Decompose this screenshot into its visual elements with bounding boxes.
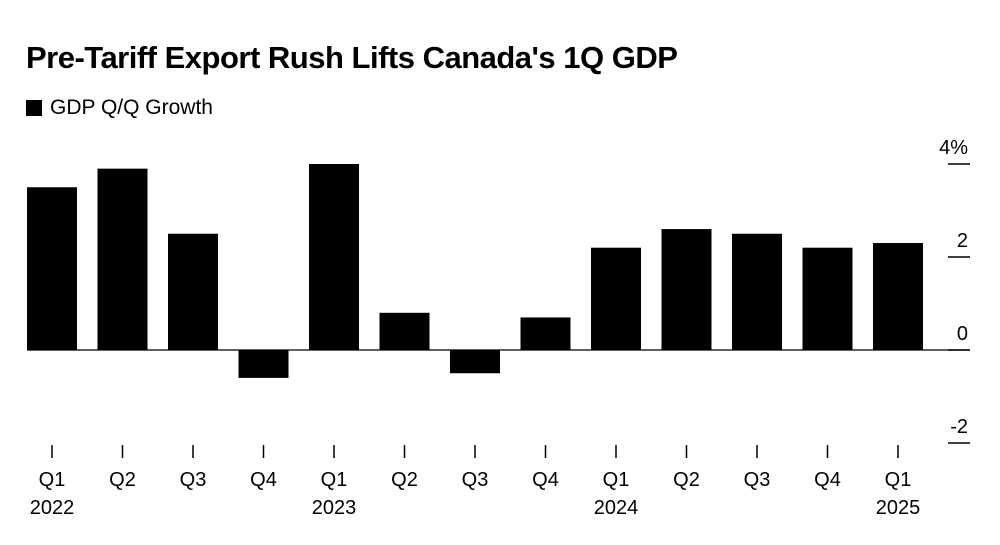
x-year-label: 2025 — [876, 497, 921, 519]
bar — [309, 164, 359, 350]
bar — [802, 247, 853, 350]
chart-title: Pre-Tariff Export Rush Lifts Canada's 1Q… — [26, 40, 678, 75]
y-tick-label: 2 — [957, 230, 968, 252]
bar — [97, 168, 148, 350]
x-tick-label: Q1 — [603, 469, 630, 491]
x-tick-label: Q2 — [109, 469, 136, 491]
x-tick-label: Q1 — [321, 469, 348, 491]
bar — [873, 243, 923, 350]
y-tick-label: -2 — [950, 416, 968, 438]
bar — [168, 233, 218, 350]
x-tick-label: Q1 — [39, 469, 66, 491]
bar — [238, 350, 289, 378]
x-year-label: 2023 — [312, 497, 357, 519]
legend-swatch — [26, 100, 42, 116]
x-tick-label: Q4 — [250, 469, 277, 491]
y-tick-label: 0 — [957, 323, 968, 345]
bar — [732, 233, 782, 350]
bar — [520, 317, 571, 350]
x-tick-label: Q3 — [180, 469, 207, 491]
legend: GDP Q/Q Growth — [26, 96, 213, 120]
legend-label: GDP Q/Q Growth — [50, 96, 213, 119]
x-tick-label: Q2 — [391, 469, 418, 491]
x-tick-label: Q4 — [814, 469, 841, 491]
x-tick-label: Q3 — [462, 469, 489, 491]
bar — [450, 350, 500, 374]
bar — [379, 312, 430, 350]
x-tick-label: Q4 — [532, 469, 559, 491]
bar — [27, 187, 77, 350]
x-tick-label: Q2 — [673, 469, 700, 491]
y-tick-label: 4% — [939, 137, 968, 159]
x-tick-label: Q3 — [744, 469, 771, 491]
x-year-label: 2024 — [594, 497, 639, 519]
x-tick-label: Q1 — [885, 469, 912, 491]
bar — [591, 247, 641, 350]
bar — [661, 229, 712, 350]
x-year-label: 2022 — [30, 497, 75, 519]
